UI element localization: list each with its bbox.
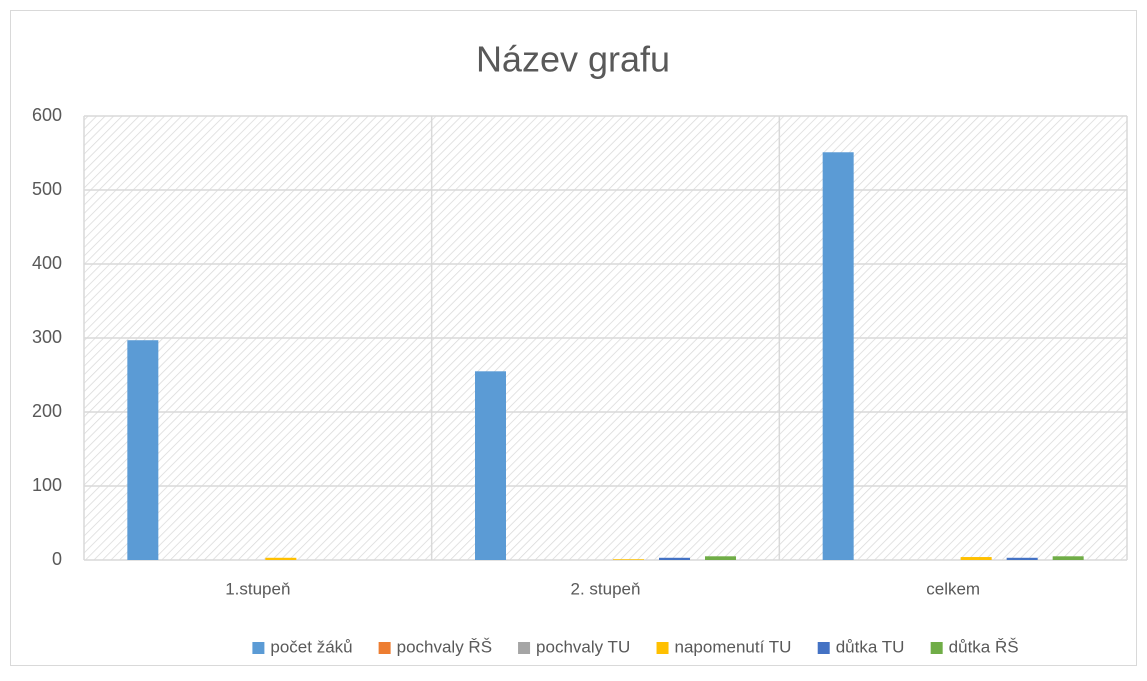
legend-swatch [518,642,531,654]
y-tick-label: 500 [32,179,62,199]
legend-swatch [252,642,265,654]
y-tick-label: 0 [52,549,62,569]
bar [1052,556,1084,560]
y-tick-label: 100 [32,475,62,495]
legend-swatch [930,642,943,654]
legend-swatch [656,642,669,654]
legend-label: napomenutí TU [675,637,792,656]
x-tick-label: 2. stupeň [571,579,641,598]
y-tick-label: 200 [32,401,62,421]
legend-swatch [378,642,391,654]
x-tick-label: 1.stupeň [225,579,290,598]
bar [127,340,159,560]
bar [265,557,297,560]
bar [613,559,644,560]
y-tick-label: 600 [32,105,62,125]
bar [960,557,992,560]
legend-swatch [817,642,830,654]
x-tick-label: celkem [926,579,980,598]
bar [822,152,854,560]
bar [475,371,506,560]
legend-label: pochvaly TU [536,637,630,656]
bar [1006,557,1038,560]
y-tick-label: 300 [32,327,62,347]
legend-label: pochvaly ŘŠ [397,637,492,656]
legend-label: důtka ŘŠ [949,637,1019,656]
legend-label: důtka TU [836,637,905,656]
bar [705,556,736,560]
legend-label: počet žáků [270,637,352,656]
bar [659,557,690,560]
chart-title: Název grafu [476,39,670,80]
y-tick-label: 400 [32,253,62,273]
